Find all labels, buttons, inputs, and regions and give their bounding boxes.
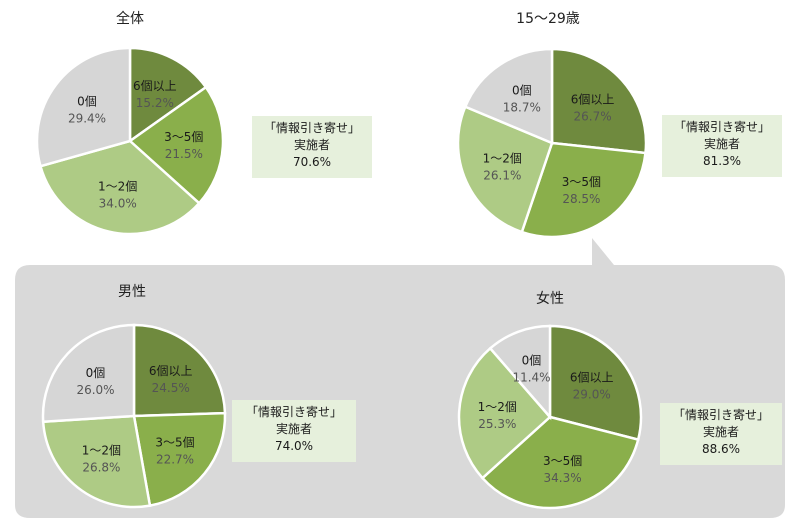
slice-label-six-plus: 6個以上 <box>149 364 193 378</box>
slice-label-three-to-five: 3～5個 <box>562 175 601 189</box>
slice-label-six-plus: 6個以上 <box>571 93 615 107</box>
slice-label-zero: 0個 <box>522 354 542 368</box>
pie-male: 6個以上 24.5% 3～5個 22.7% 1～2個 26.8% 0個 26.0% <box>41 323 227 509</box>
pie-slice-six-plus <box>128 46 208 144</box>
chart-title-overall: 全体 <box>116 10 144 27</box>
slice-value-six-plus: 26.7% <box>574 110 612 124</box>
slice-label-zero: 0個 <box>512 84 532 98</box>
pie-slice-three-to-five <box>520 141 647 239</box>
slice-label-zero: 0個 <box>86 366 106 380</box>
slice-value-three-to-five: 34.3% <box>544 471 582 485</box>
slice-value-one-to-two: 34.0% <box>99 197 137 211</box>
slice-label-one-to-two: 1～2個 <box>82 444 121 458</box>
chart-title-age-15-29: 15～29歳 <box>516 11 580 27</box>
callout-overall: 「情報引き寄せ」 実施者 70.6% <box>252 116 372 178</box>
slice-label-three-to-five: 3～5個 <box>164 130 203 144</box>
pie-age-15-29: 6個以上 26.7% 3～5個 28.5% 1～2個 26.1% 0個 18.7% <box>456 47 648 239</box>
slice-label-six-plus: 6個以上 <box>133 79 177 93</box>
slice-value-three-to-five: 21.5% <box>165 147 203 161</box>
callout-female: 「情報引き寄せ」 実施者 88.6% <box>660 403 782 465</box>
slice-value-zero: 11.4% <box>512 371 550 385</box>
callout-line2: 実施者 <box>702 425 739 439</box>
pie-slice-three-to-five <box>480 415 640 510</box>
slice-value-one-to-two: 26.8% <box>82 461 120 475</box>
callout-value: 88.6% <box>701 442 741 456</box>
pie-slice-one-to-two <box>457 346 552 480</box>
pie-slice-six-plus <box>548 324 643 442</box>
slice-label-one-to-two: 1～2個 <box>98 180 137 194</box>
slice-value-six-plus: 15.2% <box>136 96 174 110</box>
pie-slice-one-to-two <box>456 105 554 234</box>
callout-line1: 「情報引き寄せ」 <box>673 120 770 134</box>
pie-overall: 6個以上 15.2% 3～5個 21.5% 1～2個 34.0% 0個 29.4% <box>35 46 225 236</box>
chart-title-male: 男性 <box>118 284 146 300</box>
callout-line1: 「情報引き寄せ」 <box>263 121 360 135</box>
slice-label-one-to-two: 1～2個 <box>483 151 522 165</box>
slice-value-zero: 29.4% <box>68 111 106 125</box>
slice-value-three-to-five: 28.5% <box>562 192 600 206</box>
pie-slice-six-plus <box>550 47 648 155</box>
slice-label-one-to-two: 1～2個 <box>478 400 517 414</box>
callout-line1: 「情報引き寄せ」 <box>672 408 769 422</box>
callout-line2: 実施者 <box>703 137 740 151</box>
slice-value-six-plus: 24.5% <box>152 381 190 395</box>
callout-line1: 「情報引き寄せ」 <box>245 405 342 419</box>
pie-slice-six-plus <box>132 323 227 418</box>
pie-slice-three-to-five <box>128 85 225 205</box>
pie-slice-one-to-two <box>41 414 152 509</box>
pie-slice-zero <box>488 324 552 421</box>
callout-line2: 実施者 <box>293 138 330 152</box>
callout-age-15-29: 「情報引き寄せ」 実施者 81.3% <box>662 115 782 177</box>
callout-value: 70.6% <box>292 155 332 169</box>
chart-title-female: 女性 <box>536 290 564 307</box>
callout-male: 「情報引き寄せ」 実施者 74.0% <box>232 400 356 462</box>
callout-value: 81.3% <box>702 154 742 168</box>
slice-value-one-to-two: 26.1% <box>483 168 521 182</box>
slice-value-one-to-two: 25.3% <box>478 417 516 431</box>
pie-female: 6個以上 29.0% 3～5個 34.3% 1～2個 25.3% 0個 11.4% <box>457 324 643 510</box>
pie-slice-zero <box>463 47 554 145</box>
slice-label-three-to-five: 3～5個 <box>155 435 194 449</box>
slice-value-zero: 26.0% <box>76 383 114 397</box>
slice-value-three-to-five: 22.7% <box>156 452 194 466</box>
slice-value-six-plus: 29.0% <box>573 388 611 402</box>
callout-value: 74.0% <box>274 439 314 453</box>
pie-slice-zero <box>41 323 136 424</box>
slice-value-zero: 18.7% <box>503 101 541 115</box>
pie-slice-zero <box>35 46 132 168</box>
pie-slice-one-to-two <box>38 139 201 236</box>
slice-label-six-plus: 6個以上 <box>570 371 614 385</box>
callout-line2: 実施者 <box>275 422 312 436</box>
slice-label-three-to-five: 3～5個 <box>543 454 582 468</box>
pie-slice-three-to-five <box>132 411 227 508</box>
slice-label-zero: 0個 <box>77 94 97 108</box>
